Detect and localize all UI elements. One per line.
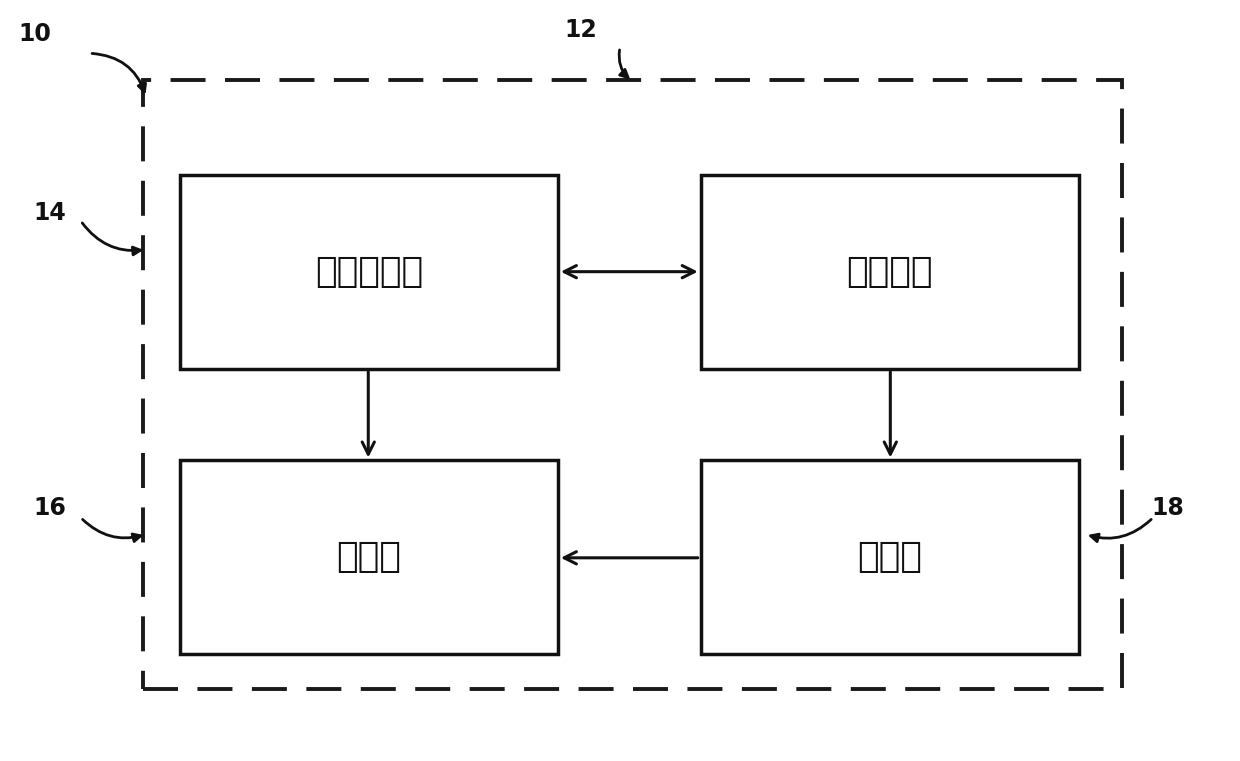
- Text: 处理装置: 处理装置: [847, 255, 932, 289]
- Text: 10: 10: [19, 22, 51, 46]
- Text: 待测物: 待测物: [336, 540, 402, 575]
- Text: 18: 18: [1152, 496, 1184, 521]
- Bar: [180, 175, 558, 369]
- Text: 12: 12: [564, 18, 596, 43]
- Text: 控制板: 控制板: [857, 540, 923, 575]
- Text: 色彩量测器: 色彩量测器: [315, 255, 423, 289]
- Bar: [701, 175, 1079, 369]
- Bar: [180, 460, 558, 654]
- Text: 16: 16: [33, 496, 66, 521]
- Text: 14: 14: [33, 201, 66, 225]
- Bar: [701, 460, 1079, 654]
- Bar: [143, 80, 1122, 689]
